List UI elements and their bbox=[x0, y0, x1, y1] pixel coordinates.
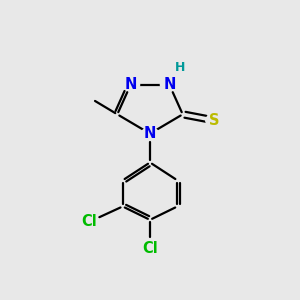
Ellipse shape bbox=[78, 216, 100, 228]
Text: H: H bbox=[175, 61, 185, 74]
Text: Cl: Cl bbox=[81, 214, 97, 230]
Ellipse shape bbox=[160, 79, 178, 90]
Text: N: N bbox=[163, 77, 176, 92]
Ellipse shape bbox=[141, 128, 159, 139]
Ellipse shape bbox=[122, 79, 140, 90]
Ellipse shape bbox=[174, 63, 186, 72]
Text: Cl: Cl bbox=[142, 241, 158, 256]
Ellipse shape bbox=[206, 115, 222, 126]
Ellipse shape bbox=[139, 243, 161, 254]
Text: S: S bbox=[209, 113, 219, 128]
Text: N: N bbox=[144, 126, 156, 141]
Text: N: N bbox=[124, 77, 137, 92]
